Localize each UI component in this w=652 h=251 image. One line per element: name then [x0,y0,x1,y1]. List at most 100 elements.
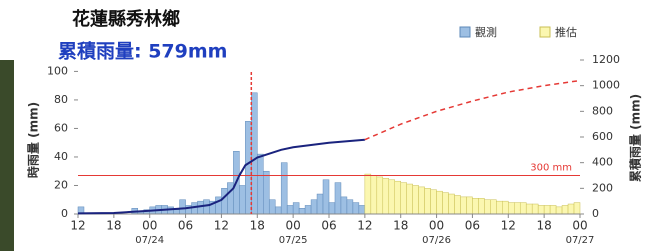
bar [508,203,514,214]
bar [263,171,269,214]
y2-tick-label: 400 [592,156,613,169]
bar [395,181,401,214]
bar [556,207,562,214]
bar [305,205,311,214]
date-label: 07/27 [566,235,595,246]
bar [353,203,359,214]
bar [377,177,383,214]
y2-tick-label: 0 [592,207,599,220]
x-tick-label: 12 [214,219,229,233]
bar [198,201,204,214]
bar [502,201,508,214]
background-photo [0,60,14,251]
bar [401,183,407,214]
y-tick-label: 40 [54,150,68,163]
bar [204,200,210,214]
date-label: 07/24 [135,235,164,246]
y2-tick-label: 200 [592,181,613,194]
y-tick-label: 0 [61,207,68,220]
x-tick-label: 18 [393,219,408,233]
bar [562,205,568,214]
bar [174,210,180,214]
bar [455,195,461,214]
x-tick-label: 00 [286,219,301,233]
bar [317,194,323,214]
y2-tick-label: 600 [592,130,613,143]
x-tick-label: 18 [250,219,265,233]
bar [311,200,317,214]
bar [299,208,305,214]
bar [538,205,544,214]
bar [239,185,245,214]
bar [425,188,431,214]
y-axis-title: 時雨量 (mm) [26,102,41,178]
legend-swatch [460,27,470,37]
bar [407,184,413,214]
y-tick-label: 80 [54,93,68,106]
bar [245,121,251,214]
bar [472,198,478,214]
bar [496,201,502,214]
bar [532,204,538,214]
chart-title: 花蓮縣秀林鄉 [72,8,180,30]
date-label: 07/25 [279,235,308,246]
bar [419,187,425,214]
bar [490,200,496,214]
bar [221,188,227,214]
y-tick-label: 100 [47,64,68,77]
x-tick-label: 06 [321,219,336,233]
bar [281,163,287,214]
y2-tick-label: 800 [592,104,613,117]
bar [275,207,281,214]
bar [443,193,449,214]
bar [180,200,186,214]
bar [460,197,466,214]
bar [335,183,341,214]
y-tick-label: 20 [54,178,68,191]
bar [520,203,526,214]
bar [341,197,347,214]
bar [437,191,443,214]
bar [371,176,377,215]
legend-swatch [540,27,550,37]
date-label: 07/26 [422,235,451,246]
bar [431,190,437,214]
bar [449,194,455,214]
x-tick-label: 06 [178,219,193,233]
x-tick-label: 12 [70,219,85,233]
bar [413,185,419,214]
bar [544,205,550,214]
bar [257,154,263,214]
bar [329,203,335,214]
bar [269,200,275,214]
x-tick-label: 00 [572,219,587,233]
bar [323,180,329,214]
bar [526,204,532,214]
bar [568,204,574,214]
bar [287,205,293,214]
cumulative-line [365,81,580,140]
bar [478,198,484,214]
chart: 花蓮縣秀林鄉 累積雨量: 579mm 時雨量 (mm) 累積雨量 (mm) 0 2… [0,0,652,251]
legend-label: 觀測 [475,25,497,39]
x-tick-label: 12 [501,219,516,233]
y2-tick-label: 1200 [592,53,620,66]
bar [383,178,389,214]
y2-axis-title: 累積雨量 (mm) [628,94,643,182]
y-tick-label: 60 [54,121,68,134]
bar [550,205,556,214]
x-tick-label: 00 [429,219,444,233]
x-tick-label: 06 [465,219,480,233]
bar [484,200,490,214]
x-tick-label: 12 [357,219,372,233]
bar [359,205,365,214]
bar [466,197,472,214]
x-tick-label: 18 [537,219,552,233]
chart-subtitle: 累積雨量: 579mm [58,40,227,63]
bar [347,200,353,214]
bar [293,203,299,214]
bar [574,203,580,214]
x-tick-label: 18 [106,219,121,233]
legend-label: 推估 [555,25,577,39]
bar [389,180,395,214]
